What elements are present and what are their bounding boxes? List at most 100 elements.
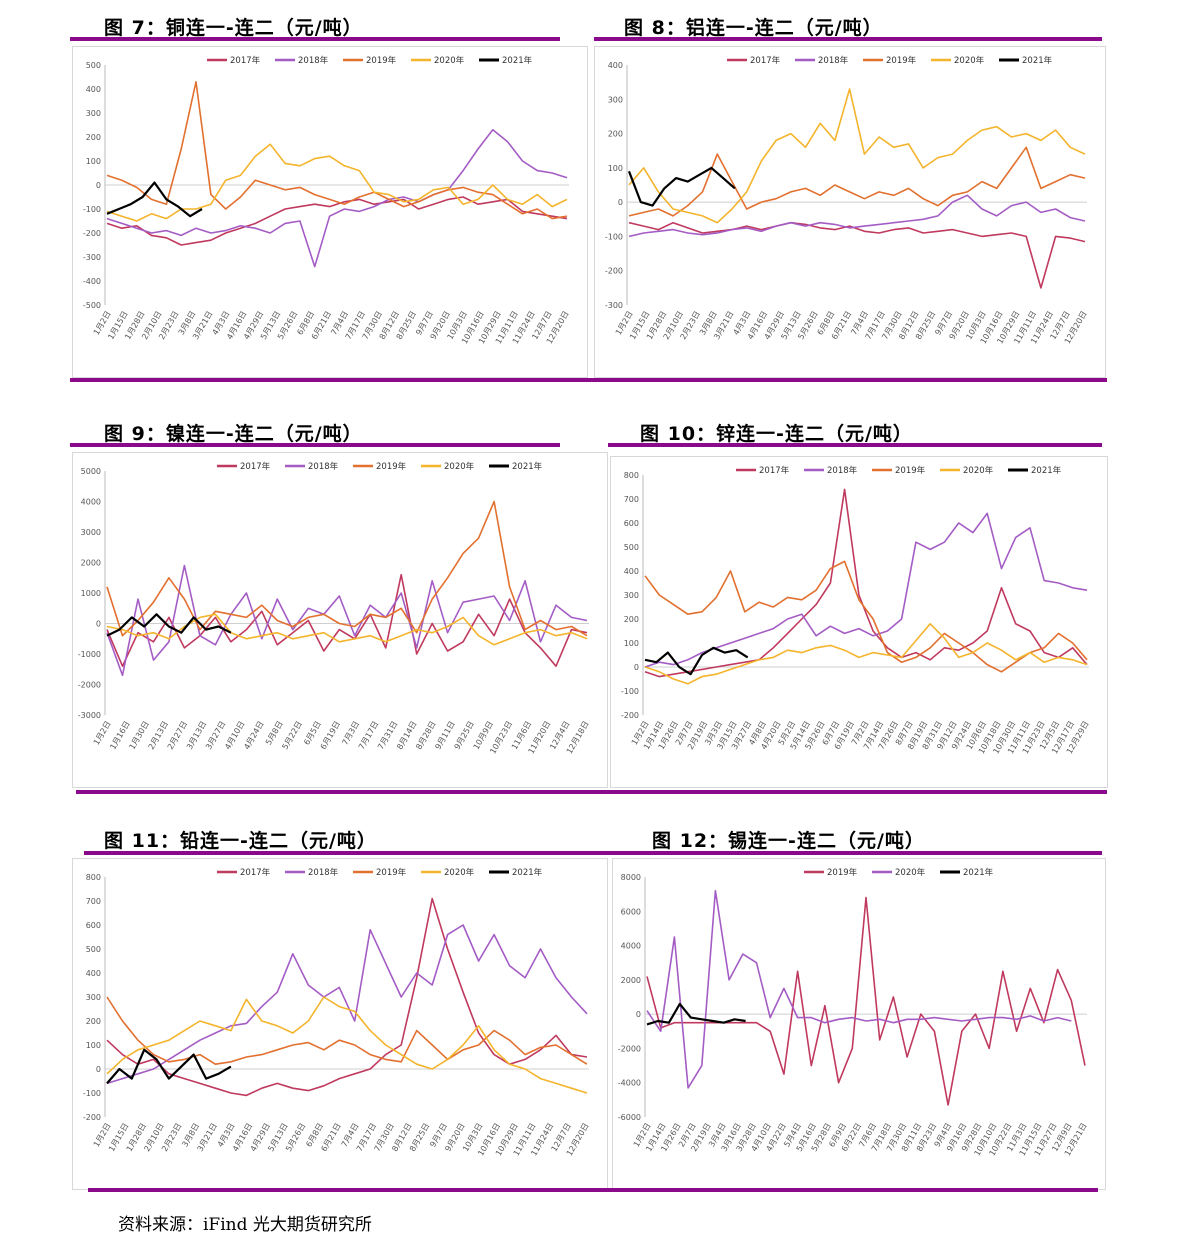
fig10-title: 图 10：锌连一-连二（元/吨） xyxy=(640,423,913,445)
y-tick-label: 200 xyxy=(86,1017,101,1026)
fig9-chart-panel: 5000 4000 3000 2000 1000 0 -1000 -2000 -3000 1月2日… xyxy=(72,452,608,788)
fig7-title-rule xyxy=(70,37,560,41)
y-tick-label: 500 xyxy=(86,945,101,954)
y-tick-label: 5000 xyxy=(81,467,101,476)
series-line-2019年 xyxy=(106,996,588,1065)
y-tick-label: 200 xyxy=(624,615,639,624)
fig11-title: 图 11：铅连一-连二（元/吨） xyxy=(104,830,377,852)
legend-label: 2021年 xyxy=(502,55,533,66)
y-tick-label: 0 xyxy=(96,181,101,190)
y-tick-label: -100 xyxy=(83,205,101,214)
fig9-title: 图 9：镍连一-连二（元/吨） xyxy=(104,423,363,445)
fig10-title-rule xyxy=(608,443,1102,447)
legend-label: 2020年 xyxy=(444,461,475,472)
legend-label: 2021年 xyxy=(1022,55,1053,66)
y-tick-label: 0 xyxy=(96,1065,101,1074)
y-tick-label: 600 xyxy=(86,921,101,930)
legend-label: 2019年 xyxy=(366,55,397,66)
series-line-2019年 xyxy=(644,560,1088,673)
legend-label: 2021年 xyxy=(1031,465,1062,476)
fig12-chart-panel: 8000 6000 4000 2000 0 -2000 -4000 -6000 1月2日 1月14… xyxy=(612,858,1106,1190)
y-tick-label: 4000 xyxy=(621,942,641,951)
series-line-2019年 xyxy=(628,146,1086,217)
y-tick-label: -200 xyxy=(621,711,639,720)
legend-label: 2020年 xyxy=(954,55,985,66)
y-tick-label: 700 xyxy=(86,897,101,906)
y-tick-label: 100 xyxy=(624,639,639,648)
y-tick-label: 100 xyxy=(86,1041,101,1050)
legend-label: 2021年 xyxy=(512,461,543,472)
series-line-2020年 xyxy=(106,613,588,646)
fig10-chart: 8007006005004003002001000-100-2001月2日1月1… xyxy=(621,465,1091,755)
y-tick-label: 300 xyxy=(86,109,101,118)
y-tick-label: 0 xyxy=(634,663,639,672)
y-tick-label: -200 xyxy=(83,229,101,238)
y-tick-label: 2000 xyxy=(621,976,641,985)
series-line-2017年 xyxy=(106,573,588,667)
y-tick-label: 0 xyxy=(636,1010,641,1019)
y-tick-label: 200 xyxy=(608,130,623,139)
row3-bottom-rule xyxy=(88,1188,1098,1192)
y-tick-label: 300 xyxy=(624,591,639,600)
y-tick-label: -6000 xyxy=(618,1113,641,1122)
y-tick-label: 1000 xyxy=(81,589,101,598)
y-tick-label: -100 xyxy=(621,687,639,696)
legend-label: 2019年 xyxy=(886,55,917,66)
y-tick-label: 0 xyxy=(96,620,101,629)
y-tick-label: 600 xyxy=(624,519,639,528)
series-line-2021年 xyxy=(106,1048,232,1085)
legend-label: 2019年 xyxy=(895,465,926,476)
series-line-2018年 xyxy=(106,129,568,268)
series-line-2019年 xyxy=(106,80,568,220)
y-tick-label: -3000 xyxy=(78,711,101,720)
y-tick-label: 500 xyxy=(86,61,101,70)
fig11-chart: 8007006005004003002001000-100-2001月2日1月1… xyxy=(83,867,591,1157)
y-tick-label: 400 xyxy=(86,85,101,94)
fig8-chart-panel: 400 300 200 100 0 -100 -200 -300 1月2日 1月15日 1月28日 2… xyxy=(594,46,1106,378)
legend-label: 2017年 xyxy=(240,867,271,878)
fig8-title: 图 8：铝连一-连二（元/吨） xyxy=(624,17,883,39)
legend-label: 2021年 xyxy=(512,867,543,878)
fig8-title-rule xyxy=(594,37,1102,41)
legend-label: 2019年 xyxy=(376,461,407,472)
y-tick-label: -200 xyxy=(83,1113,101,1122)
y-tick-label: 100 xyxy=(86,157,101,166)
y-tick-label: 6000 xyxy=(621,907,641,916)
series-line-2017年 xyxy=(106,196,568,246)
legend-label: 2019年 xyxy=(827,867,858,878)
series-line-2020年 xyxy=(106,143,568,222)
series-line-2018年 xyxy=(106,564,588,677)
fig7-chart-panel: 500 400 300 200 100 0 -100 -200 -300 -400 -500 1月2日… xyxy=(72,46,588,378)
series-line-2019年 xyxy=(106,500,588,637)
row3-title-rule xyxy=(84,851,1102,855)
series-line-2017年 xyxy=(628,221,1086,289)
y-tick-label: -1000 xyxy=(78,650,101,659)
y-tick-label: 800 xyxy=(86,873,101,882)
series-line-2021年 xyxy=(646,1002,746,1026)
fig12-title: 图 12：锡连一-连二（元/吨） xyxy=(652,830,925,852)
legend-label: 2017年 xyxy=(759,465,790,476)
y-tick-label: -2000 xyxy=(78,681,101,690)
y-tick-label: -100 xyxy=(605,232,623,241)
row2-bottom-rule xyxy=(76,790,1107,794)
fig12-chart: 80006000400020000-2000-4000-60001月2日1月14… xyxy=(618,867,1089,1157)
legend-label: 2017年 xyxy=(230,55,261,66)
y-tick-label: -4000 xyxy=(618,1079,641,1088)
y-tick-label: 100 xyxy=(608,164,623,173)
fig9-chart: 500040003000200010000-1000-2000-30001月2日… xyxy=(78,461,591,755)
y-tick-label: 4000 xyxy=(81,498,101,507)
series-line-2020年 xyxy=(646,889,1072,1089)
fig8-chart: 4003002001000-100-200-3001月2日1月15日1月28日2… xyxy=(605,55,1089,345)
y-tick-label: 0 xyxy=(618,198,623,207)
series-line-2018年 xyxy=(628,194,1086,238)
fig7-title: 图 7：铜连一-连二（元/吨） xyxy=(104,17,363,39)
series-line-2020年 xyxy=(644,623,1088,685)
row1-bottom-rule xyxy=(70,378,1107,382)
y-tick-label: -200 xyxy=(605,267,623,276)
fig7-chart: 5004003002001000-100-200-300-400-5001月2日… xyxy=(83,55,571,345)
y-tick-label: 400 xyxy=(608,61,623,70)
series-line-2020年 xyxy=(628,88,1086,224)
series-line-2021年 xyxy=(627,166,736,207)
y-tick-label: -2000 xyxy=(618,1044,641,1053)
y-tick-label: -400 xyxy=(83,277,101,286)
